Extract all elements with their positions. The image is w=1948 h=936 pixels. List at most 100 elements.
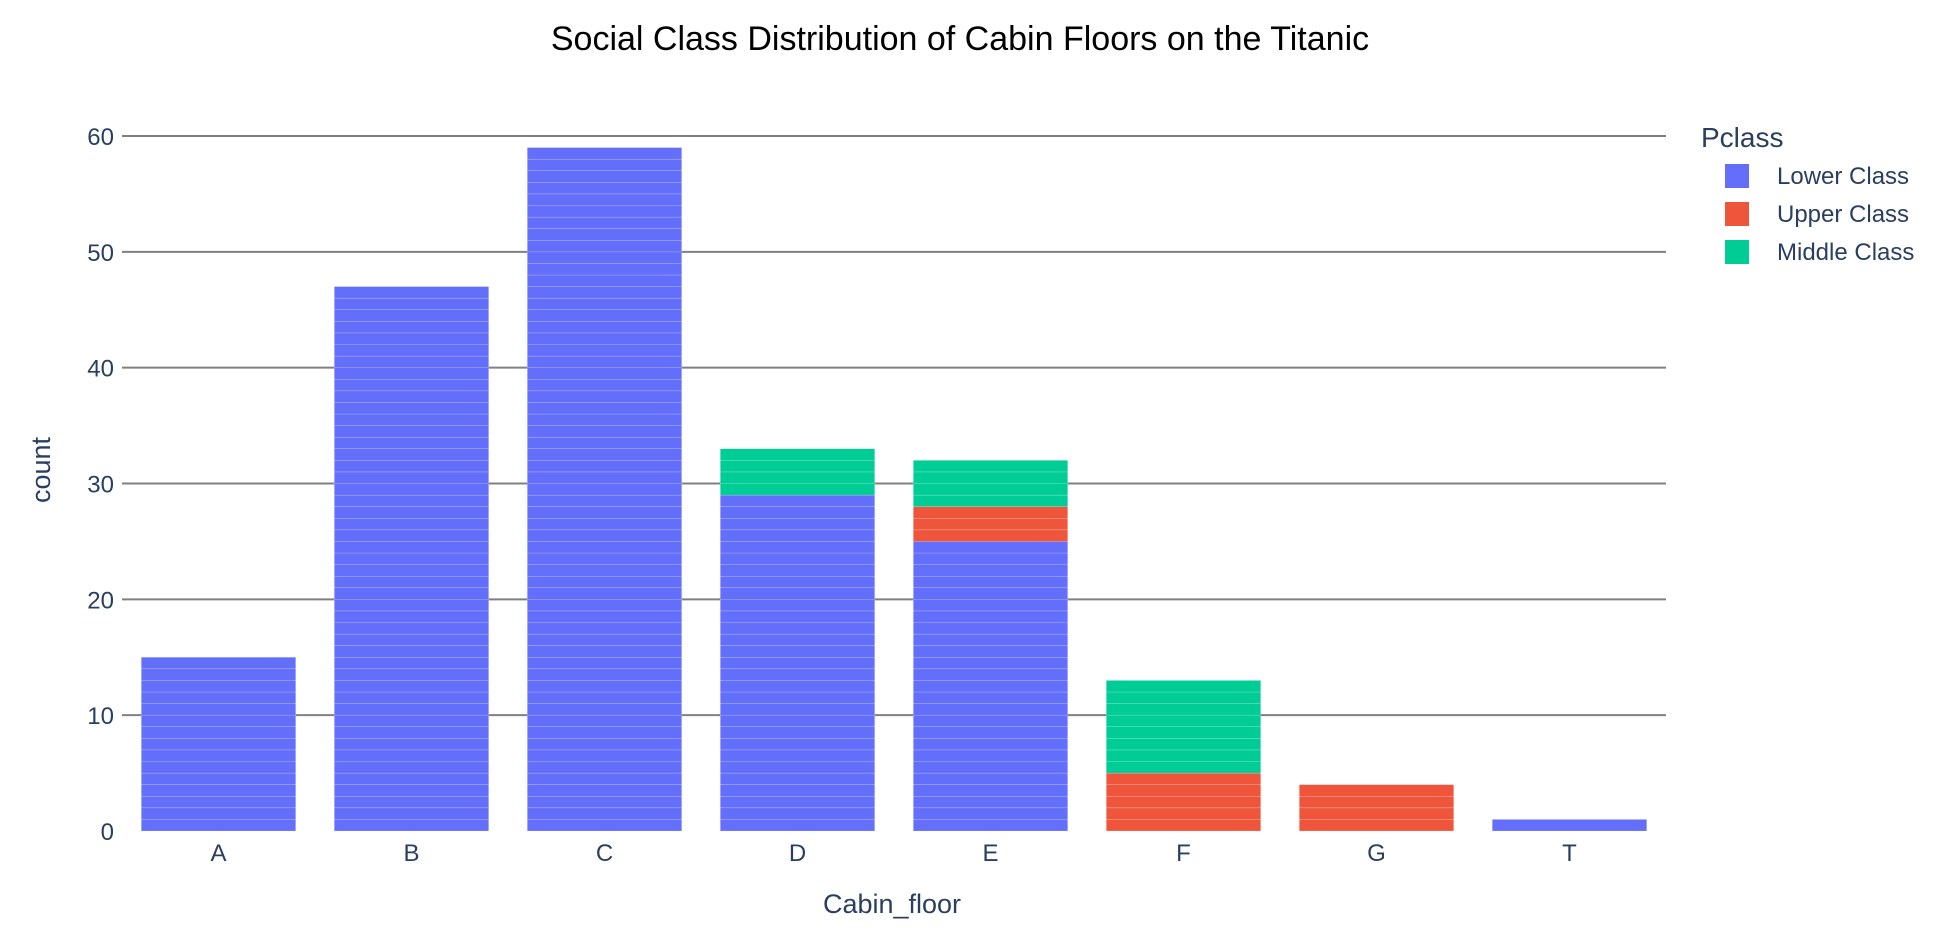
bar-segment [913,575,1068,589]
bar-D-lower-class[interactable] [720,494,875,832]
legend[interactable]: Pclass Lower Class Upper Class Middle Clas… [1701,122,1914,266]
bar-segment [334,668,489,681]
bar-segment [720,691,875,704]
bar-segment [913,460,1068,473]
y-tick-label: 20 [87,587,114,614]
bar-segment [1106,714,1261,728]
bar-segment [527,147,682,160]
bar-segment [720,575,875,589]
bar-segment [141,714,296,728]
bar-segment [334,703,489,716]
legend-swatch [1725,202,1749,226]
bar-segment [527,645,682,658]
bar-segment [527,668,682,681]
bar-segment [141,796,296,809]
bar-segment [527,355,682,368]
bar-segment [527,761,682,774]
y-tick-label: 40 [87,356,114,383]
bar-segment [334,691,489,704]
legend-item-lower-class[interactable]: Lower Class [1725,163,1909,190]
bar-segment [913,599,1068,612]
bar-segment [141,726,296,739]
bar-segment [527,807,682,820]
bar-segment [913,564,1068,577]
y-tick-label: 10 [87,703,114,730]
bar-segment [527,680,682,693]
x-axis-title: Cabin_floor [823,889,961,919]
bar-segment [334,772,489,785]
x-tick-label: B [403,840,419,867]
bar-F-upper-class[interactable] [1106,772,1261,832]
bar-segment [527,182,682,195]
bar-segment [720,726,875,739]
bar-segment [141,657,296,670]
legend-item-upper-class[interactable]: Upper Class [1725,201,1909,228]
bar-T-lower-class[interactable] [1492,819,1647,832]
bar-segment [141,738,296,751]
bar-segment [913,471,1068,484]
bar-segment [913,761,1068,774]
bar-segment [720,807,875,820]
bar-E-upper-class[interactable] [913,506,1068,542]
bar-F-middle-class[interactable] [1106,680,1261,774]
bar-segment [527,448,682,461]
bar-segment [527,726,682,739]
bar-G-upper-class[interactable] [1299,784,1454,832]
bar-D-middle-class[interactable] [720,448,875,496]
legend-swatch [1725,240,1749,264]
bar-segment [527,205,682,218]
bar-segment [527,506,682,519]
x-tick-label: F [1176,840,1191,867]
bar-segment [913,645,1068,658]
bar-segment [334,738,489,751]
bar-segment [913,518,1068,531]
x-tick-label: A [210,840,226,867]
bar-segment [527,633,682,646]
legend-label: Lower Class [1777,163,1909,190]
bar-segment [334,726,489,739]
bar-segment [720,633,875,646]
bar-segment [527,216,682,229]
bar-segment [720,738,875,751]
bar-segment [527,622,682,635]
bar-segment [527,263,682,276]
legend-item-middle-class[interactable]: Middle Class [1725,239,1914,266]
bar-segment [720,703,875,716]
bar-segment [913,529,1068,542]
bar-E-middle-class[interactable] [913,460,1068,507]
x-tick-label: T [1562,840,1577,867]
bar-segment [720,749,875,762]
bar-segment [1106,749,1261,762]
bar-segment [527,240,682,253]
bar-segment [141,749,296,762]
bar-segment [334,390,489,403]
bar-segment [334,355,489,368]
x-tick-label: E [982,840,998,867]
bar-E-lower-class[interactable] [913,541,1068,832]
bar-B-lower-class[interactable] [334,286,489,832]
bar-segment [527,575,682,589]
bar-segment [334,344,489,357]
bar-segment [334,460,489,473]
bar-segment [334,796,489,809]
bar-A-lower-class[interactable] [141,657,296,832]
bar-C-lower-class[interactable] [527,147,682,832]
bar-segment [141,691,296,704]
bar-segment [334,436,489,449]
bar-segment [334,784,489,797]
bar-segment [334,379,489,392]
bar-segment [527,529,682,542]
bar-segment [527,518,682,531]
bar-segment [334,599,489,612]
bar-segment [334,541,489,554]
y-axis-title: count [26,436,56,503]
bar-segment [527,657,682,670]
bar-segment [334,367,489,380]
bar-segment [913,610,1068,623]
bar-segment [334,413,489,426]
bar-segment [527,784,682,797]
bar-segment [527,483,682,496]
bar-segment [913,819,1068,832]
bar-segment [527,738,682,751]
